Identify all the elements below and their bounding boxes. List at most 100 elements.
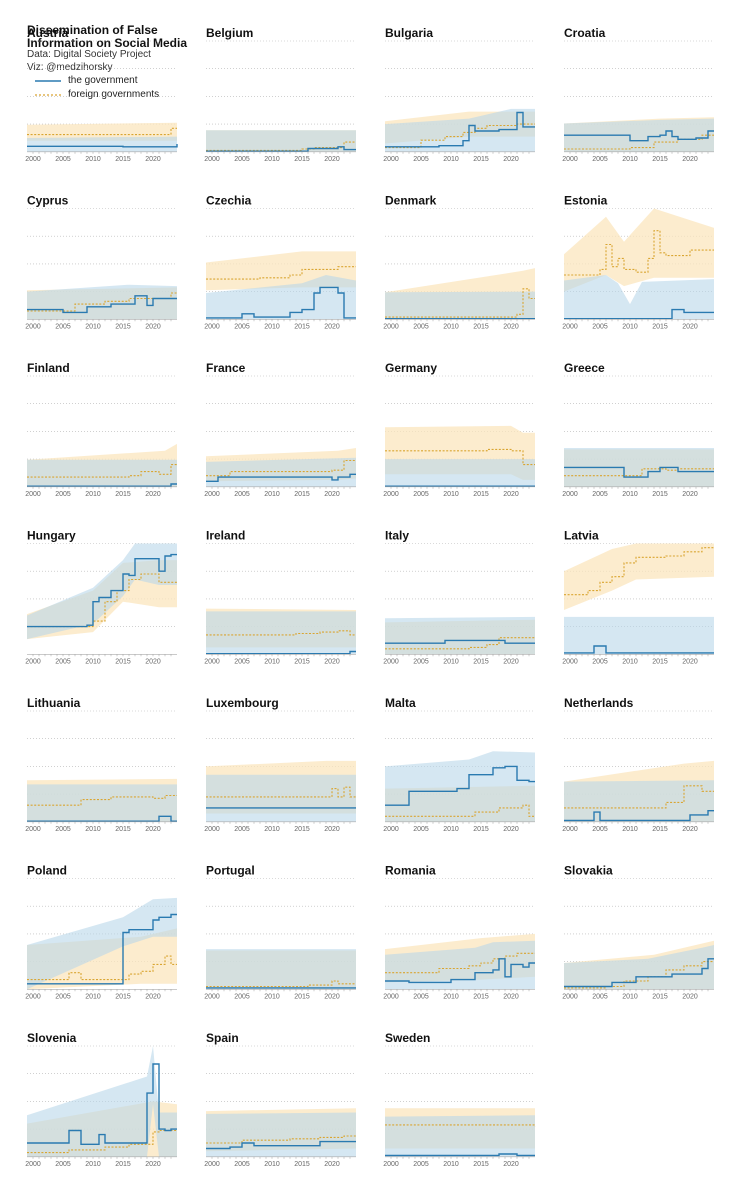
panel-latvia: Latvia 2000 2005 2010 2015 2020: [562, 529, 714, 665]
x-tick-label: 2010: [264, 156, 280, 163]
line-foreign-governments: [564, 230, 714, 276]
x-tick-label: 2010: [443, 1161, 459, 1168]
x-tick-label: 2020: [324, 658, 340, 665]
x-tick-label: 2005: [413, 658, 429, 665]
band-government: [206, 457, 356, 487]
x-tick-label: 2010: [443, 993, 459, 1000]
panel-romania: Romania 2000 2005 2010 2015 2020: [383, 864, 535, 1000]
x-tick-label: 2005: [234, 826, 250, 833]
x-tick-label: 2020: [324, 1161, 340, 1168]
x-tick-label: 2020: [324, 993, 340, 1000]
panel-title: Slovenia: [27, 1031, 77, 1045]
x-tick-label: 2005: [413, 491, 429, 498]
x-tick-label: 2020: [145, 1161, 161, 1168]
band-government: [564, 118, 714, 152]
panel-bulgaria: Bulgaria 2000 2005 2010 2015 2020: [383, 26, 535, 163]
x-tick-label: 2015: [652, 826, 668, 833]
panel-title: Poland: [27, 864, 67, 878]
line-foreign-governments: [206, 786, 356, 798]
panel-czechia: Czechia 2000 2005 2010 2015 2020: [204, 194, 356, 330]
legend-item-foreign: foreign governments: [27, 88, 197, 102]
x-tick-label: 2010: [85, 826, 101, 833]
x-tick-label: 2005: [234, 658, 250, 665]
line-foreign-governments: [206, 630, 356, 636]
x-tick-label: 2010: [264, 323, 280, 330]
x-tick-label: 2010: [264, 826, 280, 833]
x-tick-label: 2010: [85, 323, 101, 330]
x-tick-label: 2010: [85, 1161, 101, 1168]
line-foreign-governments: [385, 952, 535, 974]
panel-netherlands: Netherlands 2000 2005 2010 2015 2020: [562, 696, 714, 833]
legend-swatch-foreign: [35, 94, 61, 96]
x-tick-label: 2010: [85, 156, 101, 163]
line-foreign-governments: [27, 573, 177, 628]
x-tick-label: 2000: [562, 156, 578, 163]
line-foreign-governments: [385, 804, 535, 817]
legend-label-government: the government: [68, 75, 138, 86]
panel-title: Bulgaria: [385, 26, 433, 40]
x-tick-label: 2010: [443, 156, 459, 163]
x-tick-label: 2020: [682, 658, 698, 665]
line-foreign-governments: [564, 134, 714, 150]
panel-hungary: Hungary 2000 2005 2010 2015 2020: [25, 529, 177, 665]
line-foreign-governments: [385, 448, 535, 466]
band-government: [564, 448, 714, 487]
panel-title: France: [206, 361, 246, 375]
band-government: [564, 275, 714, 320]
band-government: [206, 949, 356, 990]
x-tick-label: 2000: [25, 993, 41, 1000]
line-foreign-governments: [206, 1135, 356, 1144]
line-foreign-governments: [385, 288, 535, 318]
legend-swatch-government: [35, 80, 61, 82]
line-foreign-governments: [27, 794, 177, 806]
line-the-government: [206, 1140, 356, 1150]
x-tick-label: 2015: [473, 826, 489, 833]
x-tick-label: 2020: [503, 658, 519, 665]
panel-title: Lithuania: [27, 696, 81, 710]
x-tick-label: 2005: [592, 156, 608, 163]
x-tick-label: 2005: [55, 491, 71, 498]
x-tick-label: 2010: [622, 156, 638, 163]
panel-title: Spain: [206, 1031, 239, 1045]
panel-finland: Finland 2000 2005 2010 2015 2020: [25, 361, 177, 498]
panel-title: Croatia: [564, 26, 606, 40]
x-tick-label: 2000: [25, 491, 41, 498]
x-tick-label: 2010: [443, 491, 459, 498]
x-tick-label: 2000: [383, 658, 399, 665]
x-tick-label: 2015: [115, 1161, 131, 1168]
panel-title: Ireland: [206, 529, 245, 543]
line-foreign-governments: [206, 266, 356, 280]
panel-title: Finland: [27, 361, 70, 375]
band-government: [385, 1115, 535, 1157]
line-the-government: [27, 1063, 177, 1145]
x-tick-label: 2005: [234, 491, 250, 498]
panel-title: Italy: [385, 529, 409, 543]
panel-title: Luxembourg: [206, 696, 279, 710]
x-tick-label: 2015: [294, 323, 310, 330]
band-government: [206, 1112, 356, 1157]
band-government: [385, 108, 535, 152]
x-tick-label: 2015: [115, 323, 131, 330]
line-foreign-governments: [27, 1129, 177, 1154]
line-the-government: [27, 144, 178, 148]
x-tick-label: 2010: [264, 491, 280, 498]
panel-estonia: Estonia 2000 2005 2010 2015 2020: [562, 194, 714, 330]
legend-item-government: the government: [27, 74, 197, 88]
x-tick-label: 2000: [25, 156, 41, 163]
band-foreign: [564, 543, 714, 610]
panel-title: Latvia: [564, 529, 599, 543]
band-foreign: [564, 208, 714, 292]
x-tick-label: 2000: [562, 993, 578, 1000]
x-tick-label: 2010: [264, 993, 280, 1000]
x-tick-label: 2000: [204, 156, 220, 163]
x-tick-label: 2020: [503, 826, 519, 833]
band-government: [27, 459, 177, 487]
x-tick-label: 2015: [652, 993, 668, 1000]
band-government: [27, 543, 177, 640]
x-tick-label: 2010: [85, 491, 101, 498]
panel-title: Portugal: [206, 864, 255, 878]
band-government: [564, 780, 714, 822]
x-tick-label: 2000: [204, 993, 220, 1000]
x-tick-label: 2000: [204, 323, 220, 330]
x-tick-label: 2005: [55, 323, 71, 330]
